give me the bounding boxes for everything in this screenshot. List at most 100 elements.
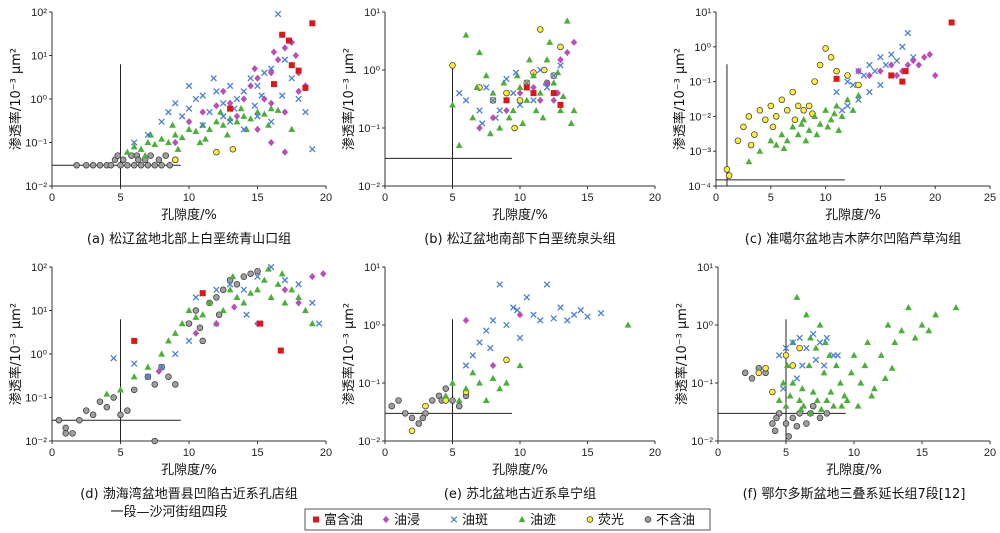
x-tick-label: 10	[183, 192, 195, 204]
y-tick-label: 10⁻¹	[358, 378, 380, 390]
legend-marker	[518, 515, 526, 523]
data-point	[893, 71, 901, 80]
data-point	[429, 397, 436, 404]
series-油浸	[476, 38, 578, 132]
x-tick-label: 0	[713, 192, 719, 204]
data-point	[838, 107, 846, 114]
data-point	[803, 344, 810, 352]
data-point	[823, 396, 831, 404]
data-point	[773, 113, 780, 120]
legend-marker	[382, 515, 390, 524]
data-point	[260, 110, 268, 117]
data-point	[489, 114, 497, 122]
data-point	[265, 265, 272, 272]
data-point	[155, 367, 163, 375]
x-tick-label: 0	[382, 447, 388, 459]
data-point	[117, 411, 124, 419]
data-point	[536, 66, 544, 74]
data-point	[772, 141, 780, 148]
data-point	[747, 141, 755, 149]
data-point	[268, 99, 275, 107]
data-point	[782, 420, 790, 427]
data-point	[130, 143, 138, 150]
data-point	[513, 72, 521, 79]
data-point	[281, 286, 289, 294]
data-point	[523, 96, 531, 103]
x-axis-label: 孔隙度/%	[826, 462, 882, 478]
data-point	[213, 294, 220, 301]
series-富含油	[227, 20, 316, 112]
data-point	[577, 306, 585, 314]
data-point	[554, 89, 561, 97]
data-point	[217, 108, 224, 115]
data-point	[822, 106, 829, 113]
data-point	[570, 311, 578, 319]
data-point	[227, 105, 234, 112]
data-point	[489, 317, 497, 324]
series-油迹	[103, 265, 316, 397]
legend-item: 荧光	[586, 513, 624, 528]
data-point	[130, 139, 138, 146]
data-point	[124, 407, 131, 414]
data-point	[855, 81, 862, 89]
legend-box	[304, 508, 711, 531]
data-point	[462, 316, 470, 325]
data-point	[899, 67, 906, 75]
data-point	[267, 293, 275, 301]
data-point	[798, 385, 806, 392]
data-point	[550, 72, 558, 79]
data-point	[462, 385, 470, 392]
x-tick-label: 15	[581, 447, 593, 459]
data-point	[62, 424, 69, 432]
data-point	[295, 281, 302, 288]
x-tick-label: 15	[251, 447, 263, 459]
data-point	[265, 121, 272, 128]
series-荧光	[723, 45, 862, 179]
data-point	[226, 115, 234, 122]
legend-label: 油斑	[462, 513, 488, 528]
data-point	[762, 364, 769, 372]
data-point	[251, 64, 258, 73]
legend-item: 油迹	[518, 513, 556, 528]
x-axis-label: 孔隙度/%	[492, 207, 548, 223]
data-point	[948, 19, 955, 26]
data-point	[932, 311, 939, 318]
data-point	[823, 334, 831, 342]
data-point	[888, 72, 895, 79]
data-point	[219, 306, 227, 314]
panel-caption: (c) 准噶尔盆地吉木萨尔凹陷芦草沟组	[745, 232, 961, 247]
data-point	[800, 107, 807, 114]
data-point	[918, 321, 926, 328]
data-point	[871, 67, 879, 75]
data-point	[794, 130, 802, 138]
data-point	[240, 112, 248, 119]
data-point	[220, 87, 227, 95]
data-point	[740, 123, 747, 131]
data-point	[496, 281, 504, 288]
data-point	[782, 344, 790, 352]
data-point	[117, 386, 124, 393]
y-tick-label: 10⁻¹	[25, 138, 47, 150]
data-point	[871, 385, 878, 392]
data-point	[827, 54, 835, 61]
data-point	[789, 123, 797, 130]
data-point	[192, 127, 200, 134]
data-point	[816, 120, 824, 127]
x-tick-label: 10	[848, 447, 860, 459]
data-point	[541, 66, 548, 74]
data-point	[119, 156, 127, 164]
data-point	[240, 286, 248, 294]
data-point	[902, 68, 909, 75]
data-point	[267, 105, 275, 112]
data-point	[178, 113, 186, 120]
legend-item: 油浸	[382, 513, 420, 528]
data-point	[165, 373, 172, 380]
data-point	[442, 392, 450, 399]
data-point	[884, 321, 892, 328]
data-point	[288, 62, 295, 69]
data-point	[496, 124, 504, 131]
data-point	[455, 89, 463, 97]
data-point	[503, 106, 510, 115]
data-point	[503, 75, 510, 83]
data-point	[771, 427, 779, 435]
